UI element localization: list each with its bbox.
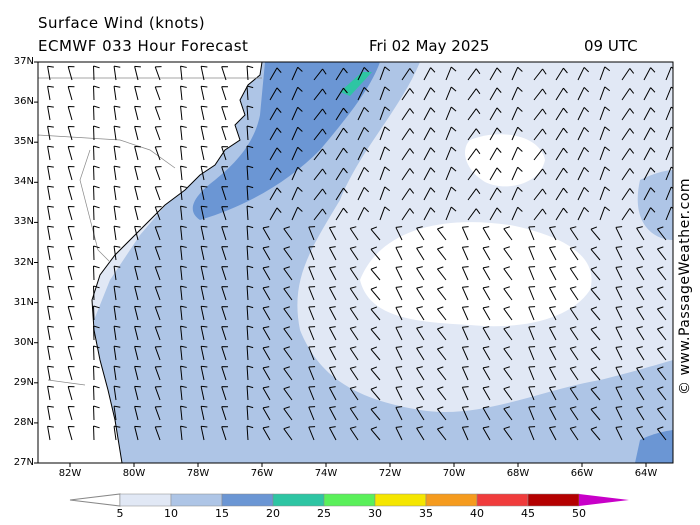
scale-value: 30 [368,507,382,520]
lat-label: 30N [13,336,34,348]
land-mass [38,62,263,463]
scale-value: 35 [419,507,433,520]
scale-value: 20 [266,507,280,520]
lat-label: 28N [13,416,34,428]
wind-map [34,61,674,467]
lon-label: 78W [186,468,210,479]
lat-label: 27N [13,457,34,468]
wind-band-10-15 [192,62,380,220]
wind-band-5-10 [637,170,673,240]
state-borders [38,77,262,386]
lon-label: 64W [634,468,658,479]
scale-min-arrow [69,493,121,507]
scale-value: 5 [116,507,124,520]
scale-swatch [119,493,172,507]
copyright-credit: © www.PassageWeather.com [677,177,693,395]
lon-label: 74W [314,468,338,479]
lat-label: 29N [13,376,34,388]
scale-max-arrow [579,494,629,506]
lat-label: 33N [13,216,34,228]
wind-barbs [47,65,673,441]
scale-swatch [323,493,376,507]
scale-value: 25 [317,507,331,520]
calm-area [465,134,545,187]
scale-swatch [476,493,529,507]
lon-label: 68W [506,468,530,479]
forecast-time: 09 UTC [584,37,638,55]
scale-value: 50 [572,507,586,520]
scale-swatch [374,493,427,507]
model-forecast-label: ECMWF 033 Hour Forecast [38,37,249,55]
scale-value: 10 [164,507,178,520]
lon-label: 70W [442,468,466,479]
lon-label: 82W [58,468,82,479]
lon-label: 72W [378,468,402,479]
scale-swatch [221,493,274,507]
chart-title: Surface Wind (knots) [38,14,206,32]
wind-band-5-10 [88,62,673,463]
lat-label: 34N [13,176,34,188]
forecast-date: Fri 02 May 2025 [369,37,490,55]
wind-band-10-15 [635,430,673,463]
lon-label: 76W [250,468,274,479]
lat-label: 31N [13,296,34,308]
axis-ticks [34,61,647,467]
scale-swatch [272,493,325,507]
scale-value: 45 [521,507,535,520]
wind-band-15-20 [340,72,372,96]
scale-value: 15 [215,507,229,520]
scale-swatch [425,493,478,507]
lat-label: 36N [13,96,34,108]
lat-label: 37N [13,56,34,67]
lat-label: 32N [13,256,34,268]
lon-label: 66W [570,468,594,479]
color-scale-bar [69,493,629,507]
scale-swatch [527,493,580,507]
lon-label: 80W [122,468,146,479]
scale-swatch [170,493,223,507]
scale-value: 40 [470,507,484,520]
lat-label: 35N [13,136,34,148]
